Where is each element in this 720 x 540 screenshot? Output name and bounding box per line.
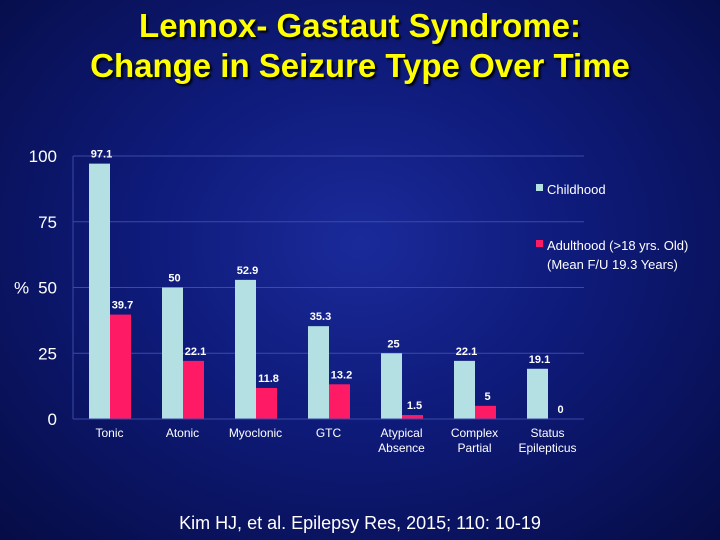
bar-adulthood	[256, 387, 277, 419]
data-label: 1.5	[407, 400, 422, 412]
x-tick-label: Status	[530, 426, 564, 440]
legend-label-adulthood: (Mean F/U 19.3 Years)	[547, 257, 678, 272]
data-label: 52.9	[237, 265, 258, 277]
bar-adulthood	[329, 384, 350, 419]
citation: Kim HJ, et al. Epilepsy Res, 2015; 110: …	[179, 513, 541, 533]
x-tick-label: Atypical	[380, 426, 422, 440]
bar-childhood	[454, 360, 475, 419]
bar-childhood	[527, 368, 548, 419]
legend-swatch-adulthood	[536, 240, 543, 247]
slide-title: Lennox- Gastaut Syndrome: Change in Seiz…	[0, 6, 720, 86]
data-label: 50	[168, 273, 180, 285]
x-tick-label: Partial	[457, 441, 491, 455]
data-label: 25	[387, 338, 399, 350]
bar-childhood	[381, 353, 402, 419]
legend-swatch-childhood	[536, 184, 543, 191]
bar-childhood	[235, 279, 256, 419]
data-label: 35.3	[310, 311, 331, 323]
data-label: 0	[557, 404, 563, 416]
x-tick-label: Tonic	[95, 426, 123, 440]
data-label: 22.1	[456, 346, 477, 358]
y-tick-label: 0	[48, 410, 57, 429]
x-tick-label: Absence	[378, 441, 425, 455]
x-tick-label: Complex	[451, 426, 498, 440]
data-label: 11.8	[258, 373, 279, 385]
x-tick-label: Myoclonic	[229, 426, 282, 440]
x-tick-label: Atonic	[166, 426, 199, 440]
bar-childhood	[89, 163, 110, 419]
legend-label-childhood: Childhood	[547, 182, 606, 197]
y-tick-label: 75	[38, 213, 57, 232]
y-tick-label: 50	[38, 279, 57, 298]
data-label: 19.1	[529, 354, 550, 366]
x-tick-label: GTC	[316, 426, 342, 440]
bar-childhood	[162, 287, 183, 419]
data-label: 5	[484, 391, 490, 403]
data-label: 39.7	[112, 300, 133, 312]
y-axis-label: %	[14, 279, 29, 298]
data-label: 22.1	[185, 346, 206, 358]
bar-adulthood	[183, 360, 204, 419]
bar-adulthood	[402, 415, 423, 419]
data-label: 97.1	[91, 149, 112, 161]
bar-adulthood	[475, 405, 496, 419]
y-tick-label: 100	[29, 147, 57, 166]
y-tick-label: 25	[38, 344, 57, 363]
data-label: 13.2	[331, 369, 352, 381]
slide-title-line-2: Change in Seizure Type Over Time	[90, 47, 630, 84]
x-tick-label: Epilepticus	[518, 441, 576, 455]
legend-label-adulthood: Adulthood (>18 yrs. Old)	[547, 238, 688, 253]
bar-adulthood	[110, 314, 131, 419]
bar-childhood	[308, 326, 329, 419]
slide-title-line-1: Lennox- Gastaut Syndrome:	[139, 7, 581, 44]
